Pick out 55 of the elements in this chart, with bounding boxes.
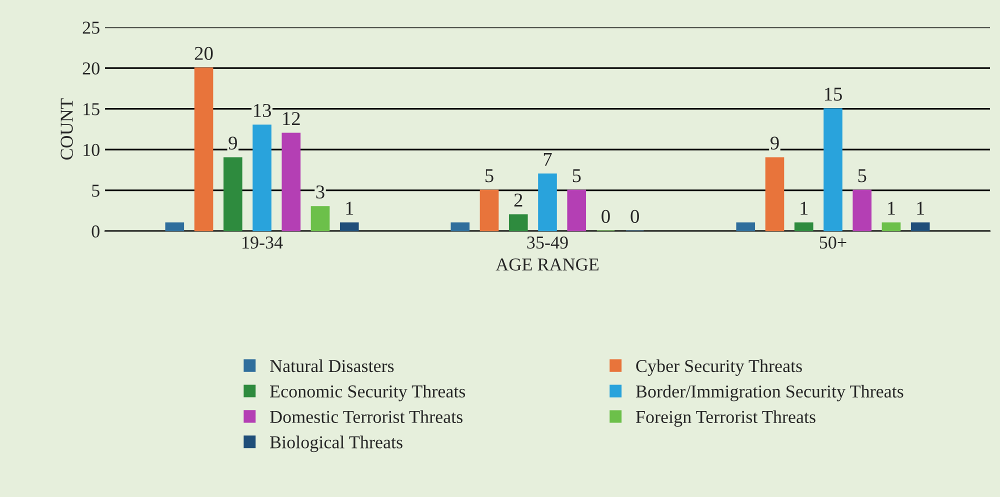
data-label: 3 [316,185,324,199]
data-label: 9 [228,136,237,150]
y-tick-label: 25 [82,22,100,34]
data-label: 15 [824,88,842,101]
x-tick-label: 50+ [820,236,846,249]
data-label: 7 [544,153,552,166]
bar [450,222,470,232]
y-tick-label: 5 [92,184,100,197]
bar [194,68,214,232]
bar [310,206,330,232]
bar [910,222,930,232]
data-label: 1 [800,202,808,215]
data-label: 12 [283,112,300,125]
data-label: 0 [630,210,639,223]
legend-label: Foreign Terrorist Threats [636,410,816,427]
data-label: 5 [572,169,581,182]
y-axis-title: COUNT [60,98,73,160]
legend-label: Domestic Terrorist Threats [270,410,462,423]
bar [736,222,756,232]
legend-label: Biological Threats [270,436,402,452]
bar [508,214,528,232]
data-label: 1 [346,202,354,215]
bar [165,222,184,232]
bar [223,157,242,232]
data-label: 5 [486,169,494,182]
bar [567,190,586,232]
legend-label: Natural Disasters [270,359,394,372]
x-axis-title: AGE RANGE [496,258,599,271]
data-label: 5 [858,169,866,182]
x-tick-label: 19-34 [242,236,283,249]
data-label: 9 [770,136,779,150]
y-tick-label: 10 [84,144,100,156]
data-label: 20 [194,46,213,60]
bar [852,190,872,232]
bar [252,124,272,232]
bar [794,222,814,232]
data-label: 1 [917,202,924,215]
y-tick-label: 15 [84,103,100,116]
bar [282,132,301,232]
bar [765,157,784,232]
data-label: 0 [602,210,610,223]
legend-label: Cyber Security Threats [636,359,802,376]
data-label: 13 [254,104,271,118]
y-tick-label: 20 [82,62,100,75]
bar [340,222,359,232]
bar [882,222,901,232]
bar [538,173,557,232]
data-label: 2 [514,194,522,206]
data-label: 1 [888,202,895,215]
bar [824,108,842,232]
legend-label: Economic Security Threats [270,384,466,402]
bar [480,190,499,232]
legend-label: Border/Immigration Security Threats [636,384,904,402]
x-tick-label: 35-49 [527,236,568,249]
y-tick-label: 0 [92,225,100,238]
